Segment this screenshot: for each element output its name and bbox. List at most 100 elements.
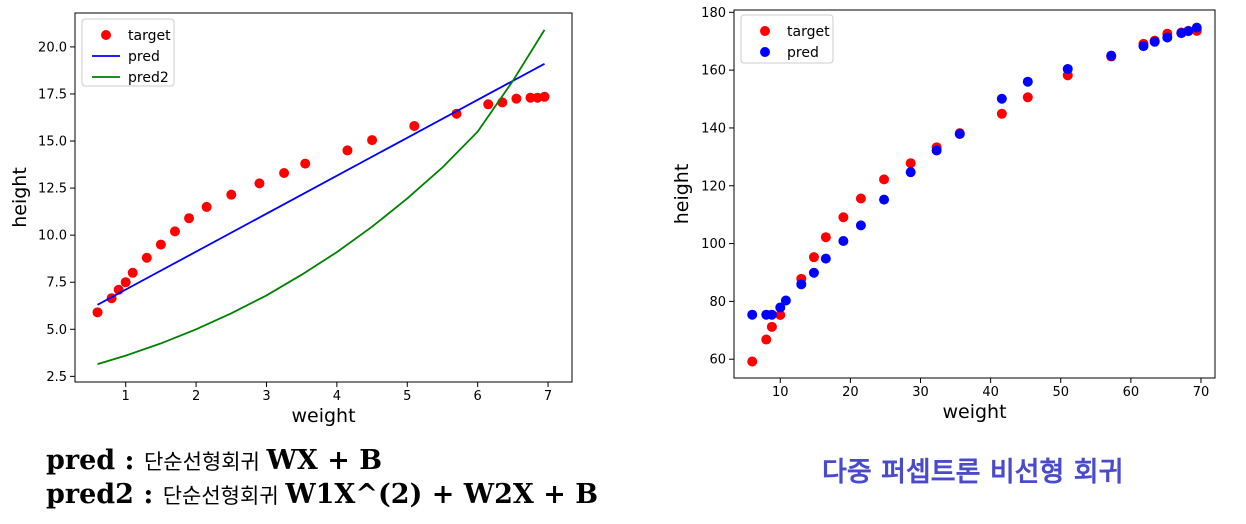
x-axis-label: weight — [291, 405, 355, 427]
series-line-pred — [97, 63, 545, 306]
x-tick-label: 1 — [122, 389, 130, 404]
point-target-8 — [855, 193, 866, 204]
point-target-8 — [184, 213, 195, 224]
point-target-15 — [367, 135, 378, 146]
y-tick-label: 7.5 — [46, 276, 67, 291]
x-tick-label: 4 — [333, 389, 341, 404]
point-pred-19 — [1149, 36, 1160, 47]
legend-label-pred: pred — [787, 45, 819, 61]
y-tick-label: 15.0 — [38, 135, 67, 150]
y-axis-label: height — [9, 167, 31, 228]
point-target-18 — [483, 99, 494, 110]
x-axis-label: weight — [942, 401, 1006, 423]
caption-pred2-korean: 단순선형회귀 — [162, 484, 286, 508]
legend-label-target: target — [787, 24, 830, 40]
point-target-2 — [766, 321, 777, 332]
point-pred-0 — [747, 309, 758, 320]
point-target-1 — [761, 334, 772, 345]
chart-left: 1 2 3 4 5 6 7 2.5 5.0 7.5 10.0 12.5 15.0 17.5 20.0 weig… — [9, 12, 573, 427]
point-pred-20 — [1162, 32, 1173, 43]
x-tick-label: 30 — [912, 385, 929, 400]
point-target-0 — [747, 356, 758, 367]
y-tick-label: 5.0 — [46, 323, 67, 338]
point-target-10 — [905, 158, 916, 169]
legend-swatch-target — [101, 30, 111, 40]
y-axis-label: height — [671, 164, 693, 225]
point-target-7 — [838, 212, 849, 223]
point-target-5 — [141, 252, 152, 263]
plot-frame — [74, 12, 573, 383]
point-pred-11 — [905, 167, 916, 178]
legend-swatch-target — [760, 26, 770, 36]
plot-frame — [733, 9, 1216, 379]
caption-pred: pred : 단순선형회귀 WX + B — [46, 444, 598, 478]
point-pred-8 — [838, 235, 849, 246]
y-tick-label: 120 — [701, 179, 726, 194]
point-pred-5 — [796, 279, 807, 290]
point-pred-16 — [1062, 63, 1073, 74]
y-tick-label: 140 — [701, 121, 726, 136]
y-tick-label: 20.0 — [38, 40, 67, 55]
x-tick-label: 3 — [262, 389, 270, 404]
legend-swatch-pred — [760, 47, 770, 57]
point-pred-9 — [855, 220, 866, 231]
legend-label-target: target — [128, 28, 171, 44]
right-title: 다중 퍼셉트론 비선형 회귀 — [822, 457, 1124, 488]
point-target-13 — [996, 108, 1007, 119]
caption-pred2-formula: W1X^(2) + W2X + B — [285, 479, 599, 510]
point-pred-23 — [1191, 22, 1202, 33]
point-target-21 — [525, 92, 536, 103]
point-pred-6 — [808, 267, 819, 278]
point-pred-13 — [954, 129, 965, 140]
point-target-5 — [808, 252, 819, 263]
series-line-pred2 — [97, 29, 546, 365]
y-tick-label: 80 — [709, 295, 726, 310]
x-tick-label: 20 — [842, 385, 859, 400]
point-pred-10 — [879, 194, 890, 205]
x-tick-label: 7 — [544, 389, 552, 404]
point-target-0 — [92, 307, 103, 318]
point-target-14 — [1022, 92, 1033, 103]
point-target-6 — [155, 239, 166, 250]
point-target-14 — [342, 145, 353, 156]
point-pred-2 — [766, 309, 777, 320]
x-tick-label: 40 — [982, 385, 999, 400]
point-pred-22 — [1183, 26, 1194, 37]
caption-pred-korean: 단순선형회귀 — [143, 450, 267, 474]
point-target-6 — [820, 232, 831, 243]
point-pred-15 — [1022, 76, 1033, 87]
point-target-23 — [539, 91, 550, 102]
point-target-12 — [279, 168, 290, 179]
point-target-20 — [511, 93, 522, 104]
point-target-13 — [300, 158, 311, 169]
point-target-16 — [409, 120, 420, 131]
legend: target pred pred2 — [81, 18, 175, 87]
point-pred-12 — [931, 145, 942, 156]
x-tick-label: 2 — [192, 389, 200, 404]
y-tick-label: 2.5 — [46, 370, 67, 385]
caption-pred-formula: WX + B — [266, 445, 383, 476]
legend-label-pred2: pred2 — [128, 70, 169, 86]
y-tick-label: 100 — [701, 237, 726, 252]
x-tick-label: 60 — [1123, 385, 1140, 400]
point-pred-4 — [780, 295, 791, 306]
point-target-9 — [201, 201, 212, 212]
point-target-17 — [451, 108, 462, 119]
point-target-7 — [169, 226, 180, 237]
legend: target pred — [740, 14, 834, 64]
point-target-4 — [127, 267, 138, 278]
point-target-11 — [254, 178, 265, 189]
y-tick-label: 60 — [709, 353, 726, 368]
caption-pred-label: pred : — [46, 445, 144, 476]
y-tick-label: 17.5 — [38, 87, 67, 102]
point-target-3 — [775, 309, 786, 320]
caption-block: pred : 단순선형회귀 WX + B pred2 : 단순선형회귀 W1X^… — [46, 444, 598, 512]
point-target-10 — [226, 189, 237, 200]
x-tick-label: 6 — [474, 389, 482, 404]
x-tick-label: 10 — [772, 385, 789, 400]
x-tick-label: 50 — [1052, 385, 1069, 400]
y-tick-label: 10.0 — [38, 229, 67, 244]
point-target-3 — [120, 277, 131, 288]
point-target-9 — [879, 174, 890, 185]
y-tick-label: 12.5 — [38, 182, 67, 197]
